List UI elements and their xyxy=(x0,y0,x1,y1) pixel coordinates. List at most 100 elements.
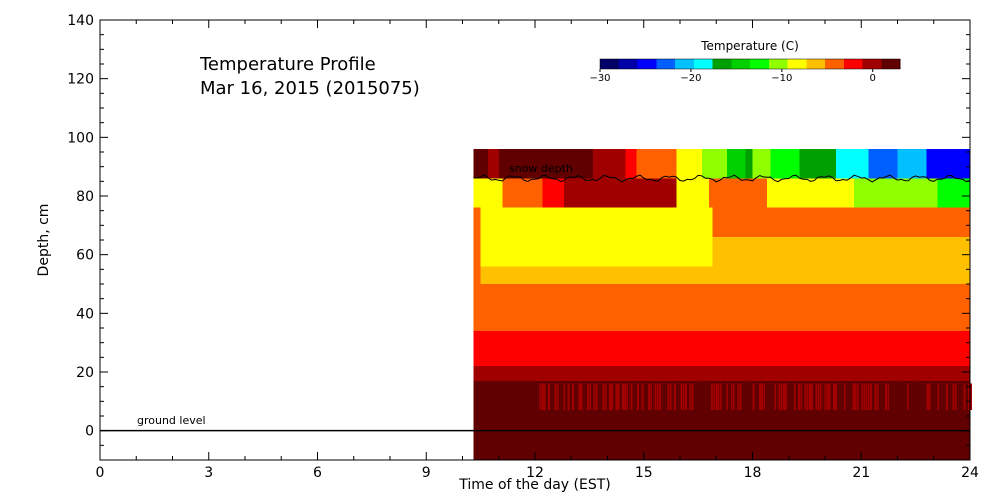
axes: 0 3 6 9 12 15 18 21 24 0 20 40 60 80 100 120 140 xyxy=(67,13,979,481)
temperature-streak xyxy=(774,383,777,411)
temperature-streak xyxy=(691,383,694,411)
colorbar-tick-label: 0 xyxy=(870,73,876,84)
colorbar-tick-label: −10 xyxy=(771,73,792,84)
temperature-streak xyxy=(887,383,890,411)
temperature-streak xyxy=(798,383,800,411)
temperature-streak xyxy=(852,383,855,411)
snow-depth-line xyxy=(473,174,971,183)
temperature-cell-surface-12 xyxy=(752,149,771,179)
y-tick-label: 0 xyxy=(85,424,94,440)
temperature-layer-2 xyxy=(473,366,970,381)
temperature-streak xyxy=(759,383,761,411)
temperature-streak xyxy=(648,383,650,411)
colorbar-swatch xyxy=(656,59,676,69)
y-tick-label: 100 xyxy=(67,130,94,146)
x-tick-label: 15 xyxy=(635,465,653,481)
temperature-streak xyxy=(817,383,820,411)
temperature-streak xyxy=(622,383,624,411)
x-tick-label: 0 xyxy=(96,465,105,481)
temperature-streak xyxy=(806,383,809,411)
temperature-streak xyxy=(963,383,966,411)
temperature-cell-surface-1 xyxy=(487,149,499,179)
temperature-streak xyxy=(541,383,544,411)
temperature-streak xyxy=(952,383,955,411)
temperature-streak xyxy=(730,383,733,411)
temperature-streak xyxy=(782,383,785,411)
colorbar-swatch xyxy=(825,59,845,69)
temperature-streak xyxy=(793,383,796,411)
temperature-cell-surface-6 xyxy=(625,149,637,179)
temperature-streak xyxy=(580,383,583,411)
temperature-streak xyxy=(669,383,672,411)
colorbar-swatch xyxy=(787,59,807,69)
temperature-streak xyxy=(604,383,607,411)
temperature-streak xyxy=(719,383,722,411)
temperature-streak xyxy=(865,383,868,411)
y-tick-label: 120 xyxy=(67,72,94,88)
colorbar-title: Temperature (C) xyxy=(700,39,799,53)
temperature-streak xyxy=(689,383,692,411)
temperature-streak xyxy=(650,383,653,411)
temperature-streak xyxy=(682,383,685,411)
temperature-streak xyxy=(567,383,570,411)
temperature-streak xyxy=(737,383,740,411)
temperature-streak xyxy=(608,383,611,411)
temperature-streak xyxy=(826,383,829,411)
temperature-cell-upper-0 xyxy=(473,178,503,208)
temperature-cell-upper-6 xyxy=(676,178,709,208)
temperature-streak xyxy=(578,383,581,411)
colorbar-swatch xyxy=(618,59,638,69)
temperature-cell-surface-13 xyxy=(770,149,800,179)
chart-title-line1: Temperature Profile xyxy=(199,54,376,75)
temperature-streak xyxy=(626,383,629,411)
temperature-streak xyxy=(815,383,818,411)
colorbar-swatch xyxy=(862,59,882,69)
temperature-streak xyxy=(861,383,864,411)
temperature-streak xyxy=(667,383,670,411)
temperature-streak xyxy=(630,383,633,411)
temperature-streak xyxy=(869,383,872,411)
temperature-streak xyxy=(819,383,822,411)
temperature-streak xyxy=(654,383,657,411)
temperature-streak xyxy=(854,383,857,411)
colorbar-swatch xyxy=(693,59,713,69)
temperature-streak xyxy=(926,383,929,411)
temperature-cell-surface-7 xyxy=(636,149,677,179)
temperature-streak xyxy=(617,383,620,411)
temperature-streak xyxy=(824,383,827,411)
temperature-streak xyxy=(539,383,542,411)
temperature-streak xyxy=(763,383,766,411)
temperature-streak xyxy=(874,383,877,411)
temperature-cell-upper-5 xyxy=(654,178,677,208)
temperature-cell-mid-2 xyxy=(712,207,970,238)
x-tick-label: 18 xyxy=(744,465,762,481)
colorbar-swatch xyxy=(806,59,826,69)
temperature-streak xyxy=(637,383,640,411)
temperature-streak xyxy=(800,383,803,411)
temperature-streak xyxy=(761,383,764,411)
temperature-cell-surface-8 xyxy=(676,149,702,179)
temperature-streak xyxy=(615,383,618,411)
temperature-cell-upper-7 xyxy=(709,178,767,208)
temperature-streak xyxy=(611,383,613,411)
temperature-cell-upper-2 xyxy=(542,178,564,208)
temperature-streak xyxy=(658,383,661,411)
temperature-cell-surface-15 xyxy=(835,149,869,179)
temperature-streak xyxy=(785,383,787,411)
x-axis-title: Time of the day (EST) xyxy=(458,477,611,493)
x-tick-label: 24 xyxy=(961,465,979,481)
temperature-streak xyxy=(656,383,659,411)
colorbar-swatch xyxy=(600,59,620,69)
colorbar-swatch xyxy=(712,59,732,69)
temperature-streak xyxy=(589,383,592,411)
colorbar-swatch xyxy=(731,59,751,69)
temperature-streak xyxy=(946,383,948,411)
temperature-streak xyxy=(928,383,931,411)
temperature-streak xyxy=(713,383,716,411)
temperature-streak xyxy=(937,383,940,411)
temperature-cell-mid-1 xyxy=(480,207,713,267)
temperature-streak xyxy=(780,383,783,411)
temperature-streak xyxy=(804,383,807,411)
colorbar-swatch xyxy=(750,59,770,69)
colorbar-swatch xyxy=(675,59,695,69)
